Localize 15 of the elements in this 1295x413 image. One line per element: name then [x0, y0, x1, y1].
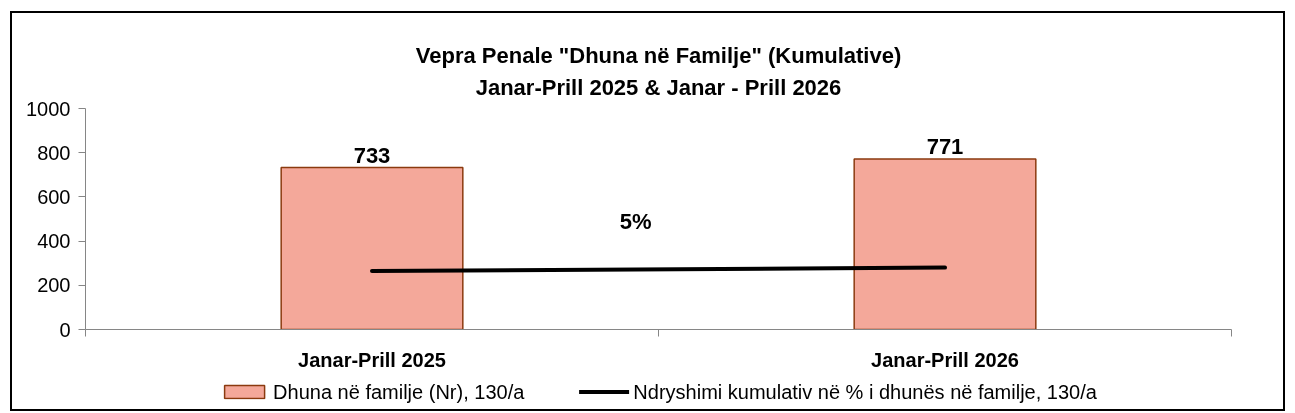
annotation: 5% [619, 208, 652, 234]
y-tick-label: 600 [37, 185, 71, 208]
chart-title: Vepra Penale "Dhuna në Familje" (Kumulative) [415, 42, 902, 68]
legend-label: Dhuna në familje (Nr), 130/a [273, 380, 525, 403]
y-tick-label: 0 [59, 318, 71, 341]
chart-subtitle: Janar-Prill 2025 & Janar - Prill 2026 [475, 74, 842, 100]
data-label: 733 [353, 142, 391, 168]
y-tick-label: 1000 [26, 97, 71, 120]
y-tick-label: 400 [37, 230, 71, 253]
legend-label: Ndryshimi kumulativ në % i dhunës në familje, 130/a [633, 380, 1097, 403]
y-tick-label: 800 [37, 141, 71, 164]
x-tick-label: Janar-Prill 2025 [298, 348, 446, 371]
y-tick-label: 200 [37, 274, 71, 297]
data-label: 771 [926, 134, 964, 160]
x-tick-label: Janar-Prill 2026 [871, 348, 1019, 371]
